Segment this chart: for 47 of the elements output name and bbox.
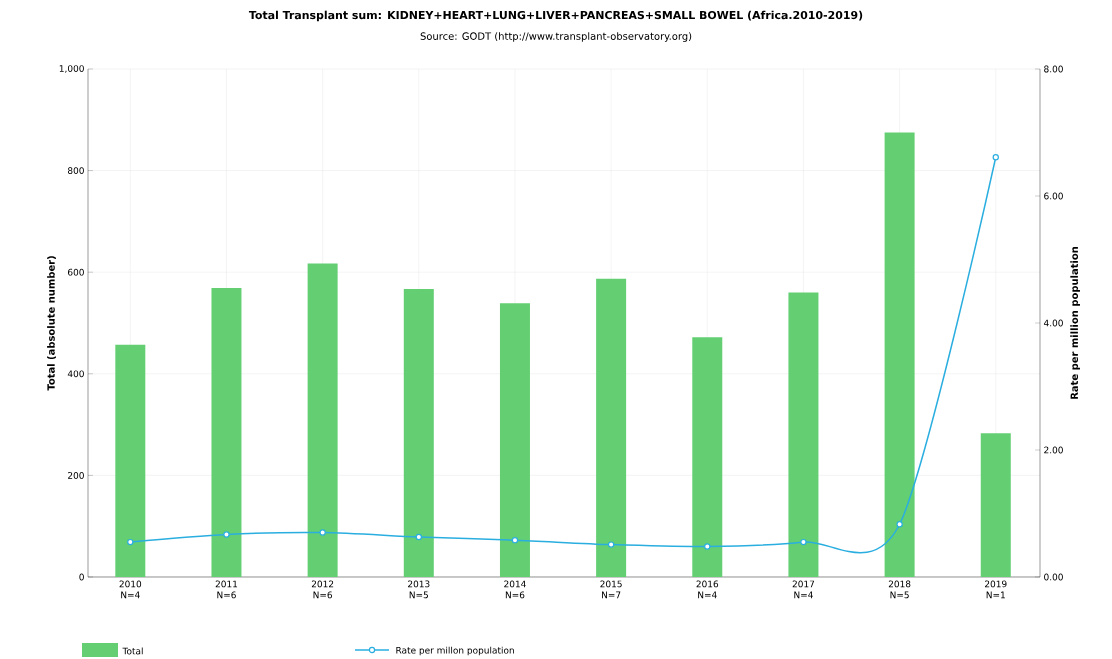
y-axis-title: Total (absolute number) bbox=[47, 256, 56, 391]
point bbox=[704, 543, 711, 550]
point bbox=[800, 539, 807, 546]
x-tick-label: 2017 N=4 bbox=[792, 580, 815, 599]
bar bbox=[211, 288, 242, 578]
bar bbox=[115, 345, 146, 578]
bar bbox=[499, 303, 530, 578]
x-tick-label: 2018 N=5 bbox=[888, 580, 911, 599]
point bbox=[607, 541, 615, 548]
bar bbox=[980, 433, 1011, 578]
bar bbox=[692, 337, 723, 578]
y2-tick-label: 2.00 bbox=[1044, 446, 1063, 454]
x-tick-label: 2015 N=7 bbox=[600, 580, 622, 599]
y2-tick-label: 4.00 bbox=[1043, 319, 1063, 327]
y-tick-label: 600 bbox=[67, 268, 84, 276]
y-tick-label: 1,000 bbox=[59, 65, 84, 74]
y-tick-label: 200 bbox=[68, 472, 84, 479]
x-tick-label: 2013 N=5 bbox=[408, 580, 430, 599]
bar bbox=[788, 292, 819, 578]
x-tick-label: 2010 N=4 bbox=[119, 580, 142, 599]
y2-tick-label: 0.00 bbox=[1044, 573, 1063, 581]
point bbox=[511, 537, 519, 544]
point bbox=[896, 521, 903, 528]
chart-title: Total Transplant sum: KIDNEY+HEART+LUNG+LIVER+PANCREAS+SMALL BOWEL (Africa.2010-2019) bbox=[248, 10, 863, 22]
x-tick-label: 2016 N=4 bbox=[696, 580, 719, 599]
bar bbox=[307, 263, 338, 578]
legend-label: Total bbox=[122, 647, 143, 655]
y-tick-label: 400 bbox=[67, 370, 84, 378]
bar bbox=[884, 132, 915, 578]
y2-tick-label: 8.00 bbox=[1044, 65, 1063, 73]
y-tick-label: 0 bbox=[79, 573, 84, 581]
point bbox=[223, 531, 230, 538]
y2-tick-label: 6.00 bbox=[1044, 192, 1063, 200]
x-tick-label: 2014 N=6 bbox=[504, 580, 526, 599]
chart-subtitle: Source: GODT (http://www.transplant-observatory.org) bbox=[420, 32, 692, 42]
y2-axis-title: Rate per million population bbox=[1070, 247, 1080, 400]
point bbox=[415, 533, 422, 541]
bar bbox=[596, 278, 627, 578]
x-tick-label: 2012 N=6 bbox=[311, 580, 334, 599]
y-tick-label: 800 bbox=[67, 167, 84, 175]
point bbox=[127, 539, 134, 546]
point bbox=[992, 154, 999, 161]
x-tick-label: 2011 N=6 bbox=[215, 580, 238, 599]
x-tick-label: 2019 N=1 bbox=[985, 580, 1007, 599]
point bbox=[319, 529, 326, 536]
bar bbox=[403, 289, 434, 578]
legend-label: Rate per millon population bbox=[396, 646, 514, 656]
